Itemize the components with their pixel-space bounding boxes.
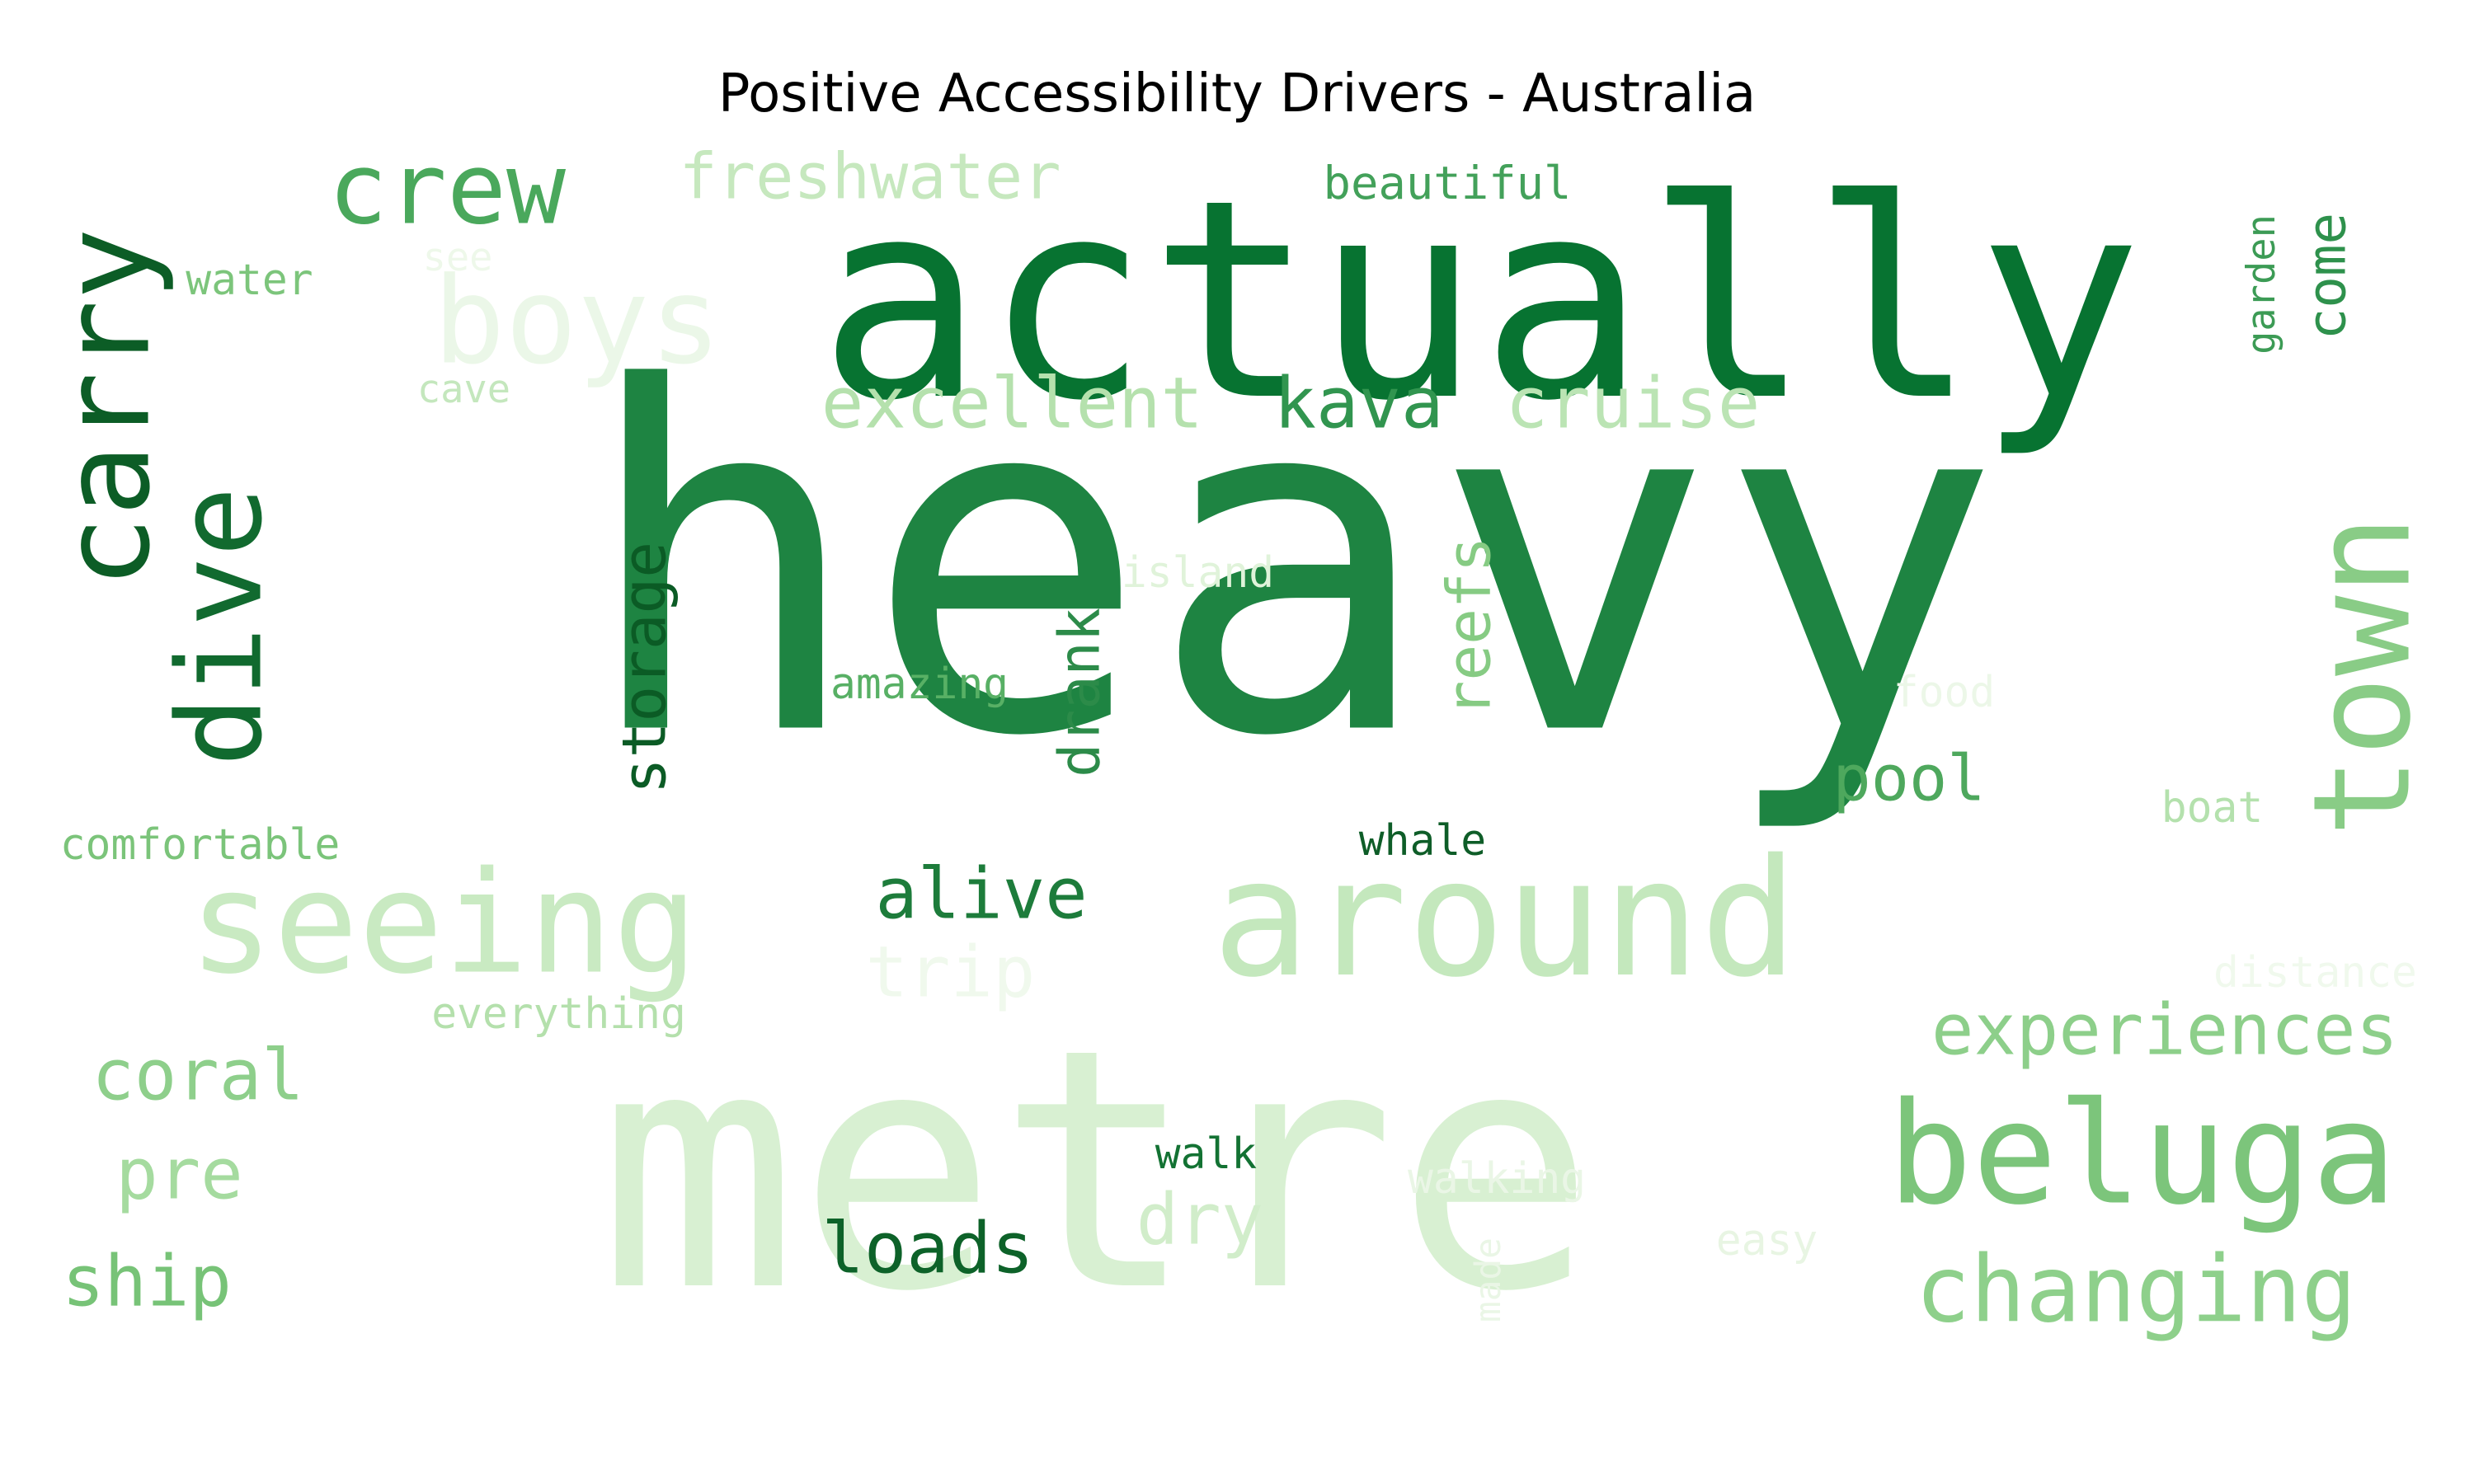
word-food: food (1893, 668, 1995, 717)
word-garden: garden (2239, 214, 2284, 355)
word-storage: storage (611, 542, 680, 794)
word-island: island (1122, 548, 1274, 598)
word-crew: crew (328, 133, 567, 247)
word-around: around (1212, 825, 1798, 1013)
word-trip: trip (866, 932, 1036, 1014)
word-come: come (2298, 213, 2359, 340)
word-drank: drank (1048, 608, 1113, 777)
word-experiences: experiences (1931, 990, 2398, 1072)
word-walking: walking (1408, 1154, 1586, 1204)
word-changing: changing (1915, 1237, 2356, 1344)
word-cave: cave (417, 367, 510, 412)
word-town: town (2285, 514, 2441, 837)
word-pre: pre (115, 1134, 242, 1216)
word-carry: carry (38, 228, 177, 588)
word-water: water (186, 256, 313, 305)
word-metre: metre (598, 978, 1595, 1364)
word-dry: dry (1136, 1180, 1263, 1261)
word-boys: boys (433, 252, 722, 392)
word-amazing: amazing (830, 660, 1009, 709)
word-dive: dive (153, 486, 289, 767)
chart-title: Positive Accessibility Drivers - Austral… (717, 63, 1757, 124)
word-alive: alive (875, 854, 1087, 936)
word-walk: walk (1155, 1129, 1258, 1179)
word-cruise: cruise (1506, 364, 1761, 445)
word-seeing: seeing (189, 842, 698, 1006)
word-loads: loads (821, 1209, 1033, 1290)
word-see: see (423, 235, 493, 280)
word-everything: everything (431, 989, 686, 1039)
word-actually: actually (818, 141, 2142, 461)
word-pool: pool (1832, 743, 1985, 816)
word-distance: distance (2213, 948, 2417, 998)
word-reefs: reefs (1436, 537, 1505, 717)
word-ship: ship (62, 1242, 232, 1323)
word-coral: coral (92, 1036, 303, 1117)
word-excellent: excellent (821, 364, 1203, 445)
word-beluga: beluga (1888, 1073, 2396, 1237)
word-made: made (1468, 1237, 1509, 1322)
word-easy: easy (1716, 1216, 1818, 1266)
word-kava: kava (1274, 364, 1444, 445)
word-whale: whale (1359, 816, 1486, 866)
word-freshwater: freshwater (680, 141, 1061, 214)
word-beautiful: beautiful (1324, 157, 1572, 210)
word-comfortable: comfortable (60, 820, 341, 870)
word-boat: boat (2161, 783, 2263, 833)
word-heavy: heavy (580, 290, 2001, 840)
